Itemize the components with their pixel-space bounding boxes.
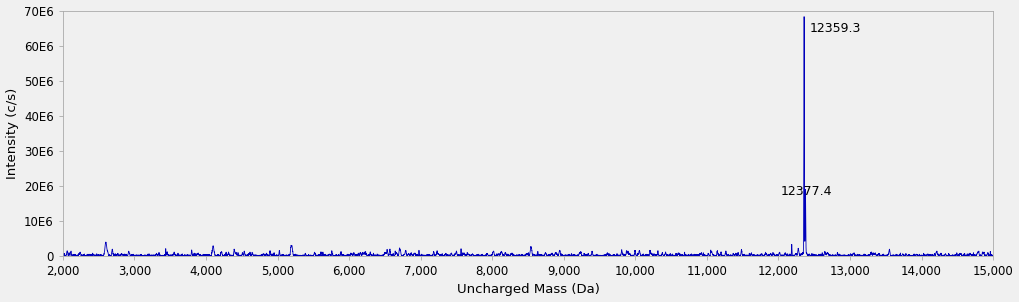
Text: 12359.3: 12359.3 xyxy=(810,22,861,35)
X-axis label: Uncharged Mass (Da): Uncharged Mass (Da) xyxy=(457,284,599,297)
Y-axis label: Intensity (c/s): Intensity (c/s) xyxy=(5,88,18,179)
Text: 12377.4: 12377.4 xyxy=(781,185,832,198)
